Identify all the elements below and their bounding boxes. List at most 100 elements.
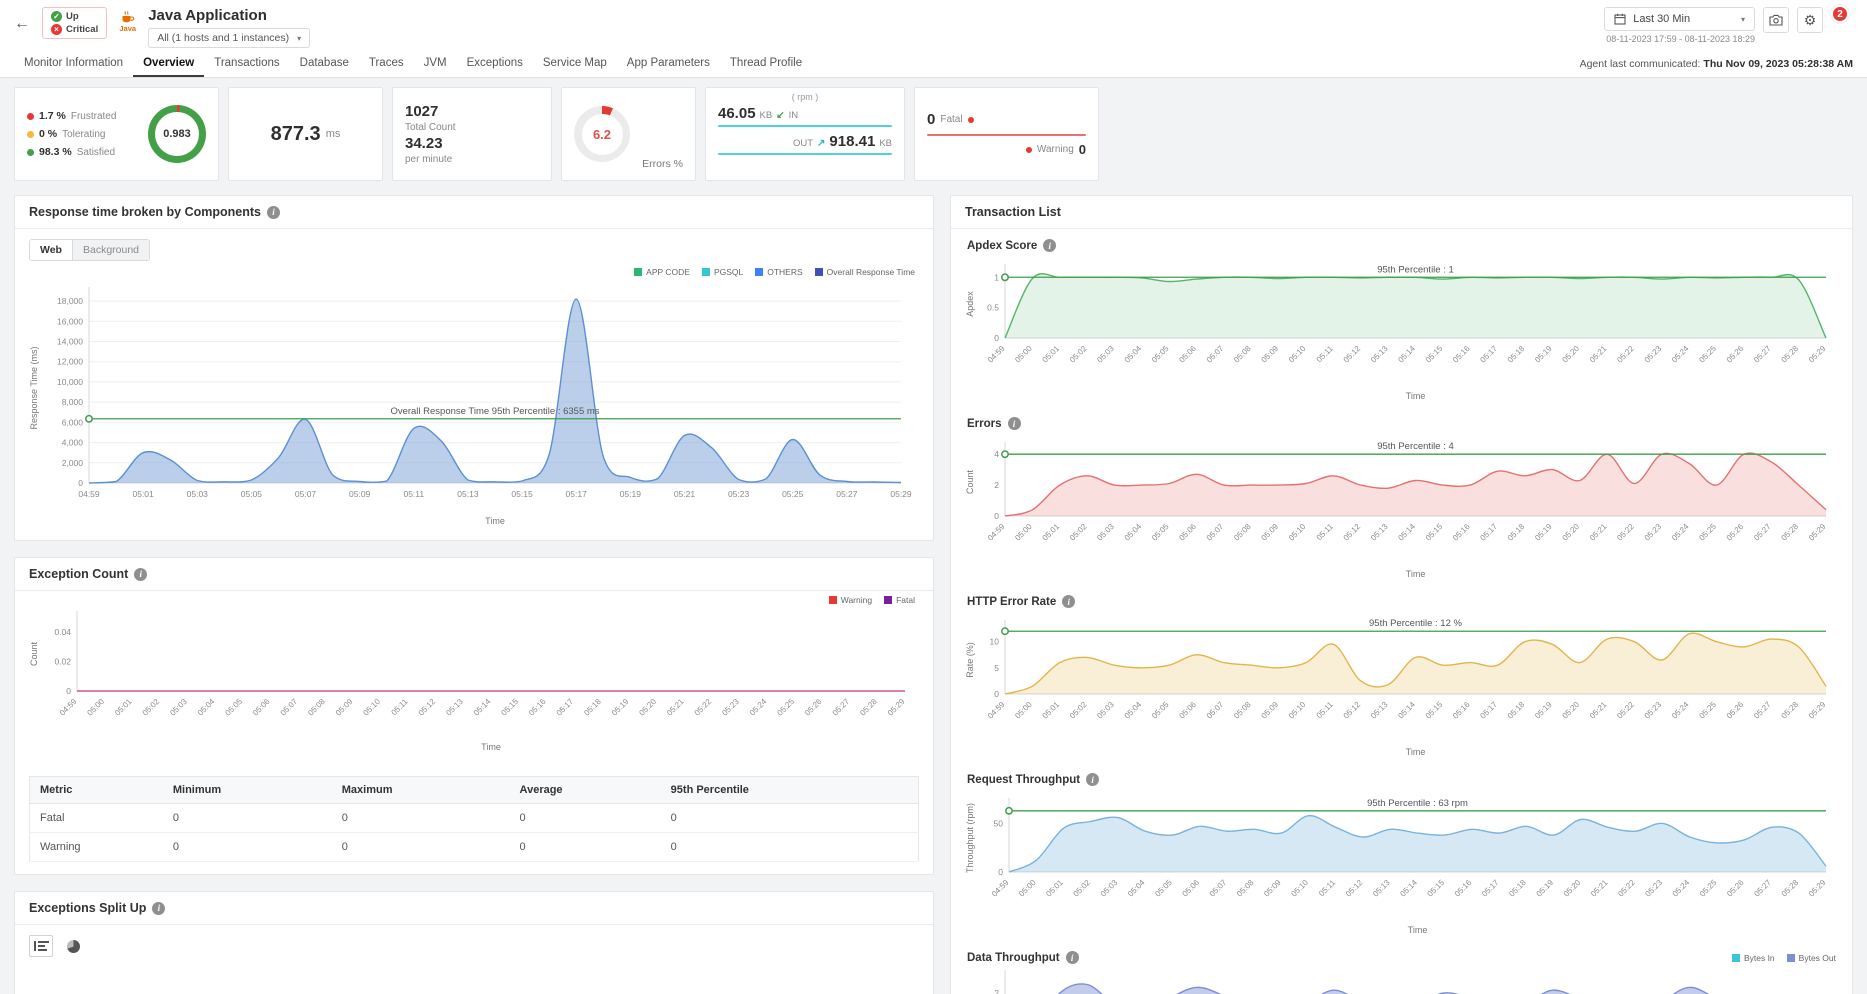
right-column: Transaction List Apdex Score i 0 0.5 1 95th… bbox=[950, 195, 1853, 994]
settings-gear-button[interactable]: ⚙ bbox=[1797, 7, 1823, 33]
svg-text:05:22: 05:22 bbox=[1615, 344, 1636, 365]
svg-text:18,000: 18,000 bbox=[57, 296, 83, 306]
fatal-count-value: 0 bbox=[927, 111, 936, 128]
info-icon[interactable]: i bbox=[1062, 595, 1076, 608]
errors-kpi-card: 6.2 Errors % bbox=[561, 87, 696, 181]
svg-text:2: 2 bbox=[994, 480, 999, 490]
svg-text:05:10: 05:10 bbox=[1287, 344, 1308, 365]
agent-last-communicated: Agent last communicated: Thu Nov 09, 2023… bbox=[1579, 57, 1853, 70]
svg-text:05:14: 05:14 bbox=[1398, 878, 1419, 899]
svg-text:05:07: 05:07 bbox=[295, 489, 317, 499]
svg-text:05:17: 05:17 bbox=[566, 489, 588, 499]
svg-text:05:25: 05:25 bbox=[1698, 878, 1719, 899]
svg-text:05:01: 05:01 bbox=[1041, 522, 1062, 543]
svg-text:Time: Time bbox=[485, 516, 505, 526]
errors-chart: 0 2 4 95th Percentile : 4 04:59 05:00 05:01 05:… bbox=[961, 432, 1842, 585]
svg-text:05:15: 05:15 bbox=[1426, 878, 1447, 899]
svg-text:05:22: 05:22 bbox=[1616, 878, 1637, 899]
back-button[interactable]: ← bbox=[14, 15, 30, 32]
screenshot-camera-button[interactable] bbox=[1763, 7, 1789, 33]
tab-thread-profile[interactable]: Thread Profile bbox=[729, 57, 803, 69]
svg-text:Throughput (rpm): Throughput (rpm) bbox=[965, 803, 975, 873]
svg-text:05:28: 05:28 bbox=[1780, 344, 1801, 365]
svg-text:05:04: 05:04 bbox=[1126, 878, 1147, 899]
chevron-down-icon: ▾ bbox=[1740, 14, 1745, 24]
status-critical-row: × Critical bbox=[51, 24, 98, 35]
svg-text:Time: Time bbox=[1406, 391, 1426, 401]
info-icon[interactable]: i bbox=[1065, 951, 1079, 964]
svg-text:6,000: 6,000 bbox=[62, 417, 84, 427]
svg-text:05:11: 05:11 bbox=[1315, 522, 1335, 542]
svg-text:1: 1 bbox=[994, 272, 999, 282]
toggle-web[interactable]: Web bbox=[30, 240, 73, 260]
tolerating-row: 0 % Tolerating bbox=[27, 128, 138, 140]
svg-text:05:09: 05:09 bbox=[1260, 522, 1281, 543]
tab-overview[interactable]: Overview bbox=[133, 50, 205, 77]
svg-text:05:04: 05:04 bbox=[196, 697, 217, 718]
svg-text:05:02: 05:02 bbox=[1072, 878, 1093, 899]
tab-service-map[interactable]: Service Map bbox=[542, 57, 607, 69]
time-range-dropdown[interactable]: Last 30 Min ▾ bbox=[1604, 7, 1755, 31]
chart-mode-toggle: Web Background bbox=[29, 239, 151, 261]
svg-text:05:05: 05:05 bbox=[1150, 522, 1171, 543]
pie-chart-icon[interactable] bbox=[61, 935, 85, 957]
svg-text:05:29: 05:29 bbox=[1807, 344, 1828, 365]
tab-database[interactable]: Database bbox=[299, 57, 349, 69]
svg-text:10: 10 bbox=[990, 637, 1000, 647]
svg-text:05:02: 05:02 bbox=[1068, 522, 1089, 543]
info-icon[interactable]: i bbox=[1007, 417, 1021, 430]
data-io-kpi-card: ( rpm ) 46.05 KB ↙ IN OUT ↗ 918.41 KB bbox=[705, 87, 905, 181]
svg-text:Apdex: Apdex bbox=[965, 291, 975, 317]
svg-text:0.04: 0.04 bbox=[54, 627, 71, 637]
svg-text:05:03: 05:03 bbox=[187, 489, 209, 499]
panel-title: Exception Count bbox=[29, 567, 129, 581]
tab-transactions[interactable]: Transactions bbox=[214, 57, 280, 69]
bytes-in-value: 46.05 bbox=[718, 105, 756, 122]
svg-text:05:00: 05:00 bbox=[1017, 878, 1038, 899]
svg-text:4,000: 4,000 bbox=[62, 438, 84, 448]
svg-text:95th Percentile : 12 %: 95th Percentile : 12 % bbox=[1369, 618, 1462, 629]
fatal-row: 0 Fatal bbox=[927, 111, 1086, 128]
table-header-row: Metric Minimum Maximum Average 95th Perc… bbox=[29, 776, 919, 804]
svg-text:05:09: 05:09 bbox=[1260, 344, 1281, 365]
svg-text:05:07: 05:07 bbox=[1205, 344, 1226, 365]
notification-badge[interactable]: 2 bbox=[1831, 5, 1849, 23]
info-icon[interactable]: i bbox=[1043, 239, 1057, 252]
monitor-status-chip[interactable]: ✓ Up × Critical bbox=[42, 7, 108, 39]
tab-bar: Monitor Information Overview Transaction… bbox=[0, 50, 1867, 78]
tab-app-parameters[interactable]: App Parameters bbox=[626, 57, 710, 69]
svg-text:05:11: 05:11 bbox=[1317, 878, 1337, 898]
info-icon[interactable]: i bbox=[1086, 773, 1100, 786]
bar-chart-icon[interactable] bbox=[29, 935, 53, 957]
svg-text:05:29: 05:29 bbox=[1807, 522, 1828, 543]
panel-title: Exceptions Split Up bbox=[29, 901, 147, 915]
tab-jvm[interactable]: JVM bbox=[423, 57, 447, 69]
kpi-row: 1.7 % Frustrated 0 % Tolerating 98.3 % S… bbox=[14, 87, 1853, 181]
svg-text:05:03: 05:03 bbox=[1095, 522, 1116, 543]
host-instance-dropdown[interactable]: All (1 hosts and 1 instances) ▾ bbox=[148, 28, 311, 48]
svg-text:05:08: 05:08 bbox=[1232, 700, 1253, 721]
svg-text:05:28: 05:28 bbox=[1780, 878, 1801, 899]
svg-text:05:05: 05:05 bbox=[241, 489, 263, 499]
info-icon[interactable]: i bbox=[266, 205, 280, 219]
svg-text:05:27: 05:27 bbox=[1752, 700, 1773, 721]
warning-row: Warning 0 bbox=[927, 142, 1086, 157]
svg-text:05:11: 05:11 bbox=[390, 697, 410, 717]
total-count-value: 1027 bbox=[405, 103, 439, 120]
toggle-background[interactable]: Background bbox=[72, 240, 150, 260]
svg-text:05:18: 05:18 bbox=[1506, 522, 1527, 543]
fatal-dot-icon bbox=[967, 116, 974, 123]
java-icon: Java bbox=[119, 9, 136, 33]
info-icon[interactable]: i bbox=[134, 567, 148, 581]
tab-monitor-information[interactable]: Monitor Information bbox=[24, 57, 124, 69]
svg-text:05:19: 05:19 bbox=[1535, 878, 1556, 899]
out-arrow-icon: ↗ bbox=[817, 138, 826, 149]
tab-exceptions[interactable]: Exceptions bbox=[466, 57, 523, 69]
svg-text:10,000: 10,000 bbox=[57, 377, 83, 387]
satisfied-row: 98.3 % Satisfied bbox=[27, 146, 138, 158]
info-icon[interactable]: i bbox=[152, 901, 166, 915]
svg-text:04:59: 04:59 bbox=[986, 344, 1007, 365]
svg-text:05:19: 05:19 bbox=[1533, 700, 1554, 721]
tab-traces[interactable]: Traces bbox=[368, 57, 404, 69]
svg-text:05:19: 05:19 bbox=[1533, 522, 1554, 543]
